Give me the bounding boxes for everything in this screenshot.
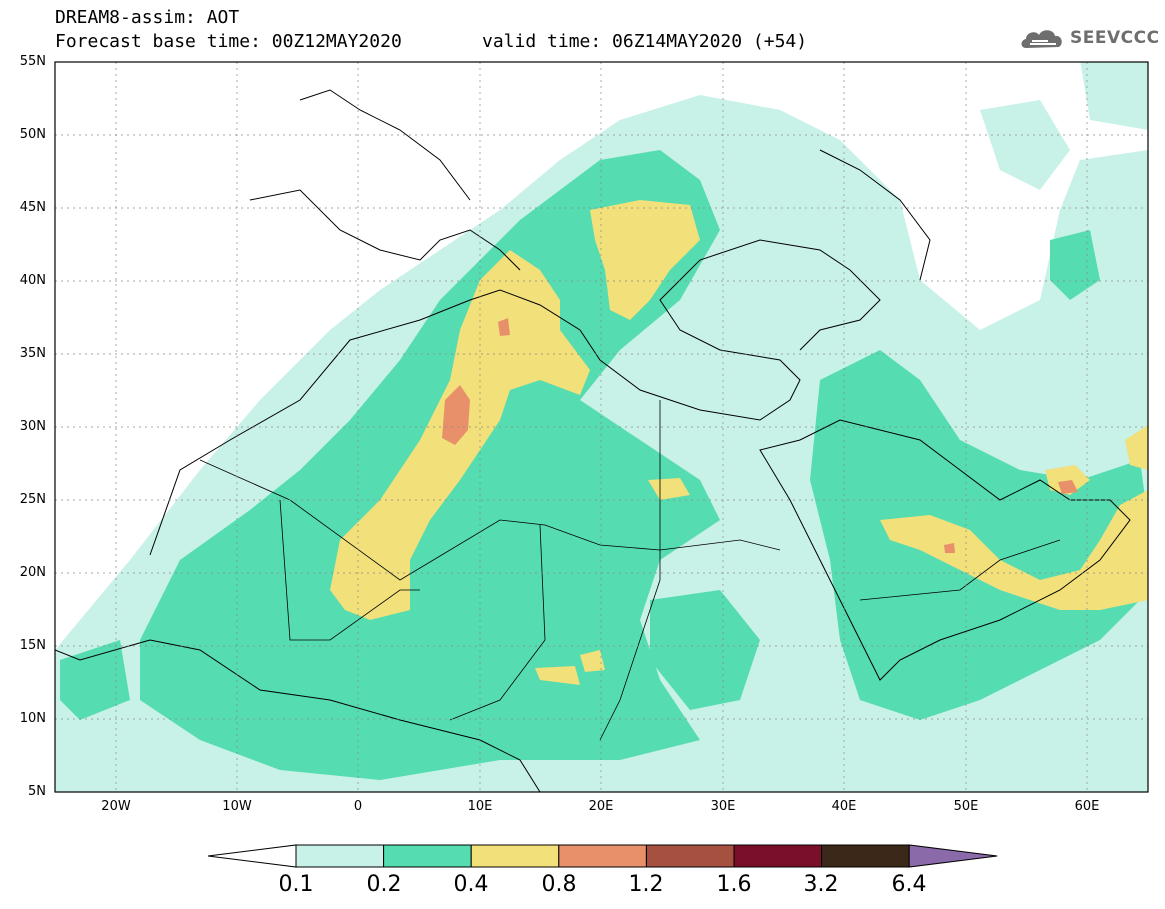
lat-label: 25N — [19, 492, 46, 507]
lat-label: 10N — [19, 711, 46, 726]
colorbar-segment — [470, 844, 560, 868]
lat-label: 20N — [19, 565, 46, 580]
cloud-icon — [1021, 30, 1062, 48]
colorbar-label: 1.2 — [628, 872, 664, 897]
colorbar-label: 6.4 — [891, 872, 927, 897]
colorbar-label: 0.1 — [278, 872, 314, 897]
colorbar-label: 0.8 — [541, 872, 577, 897]
lat-label: 30N — [19, 419, 46, 434]
colorbar-label: 0.4 — [453, 872, 489, 897]
lat-label: 15N — [19, 638, 46, 653]
colorbar-segment — [645, 844, 735, 868]
logo-text: SEEVCCC — [1070, 28, 1160, 48]
lat-label: 50N — [19, 127, 46, 142]
colorbar — [207, 844, 998, 868]
lon-label: 20E — [588, 799, 614, 814]
colorbar-segment — [383, 844, 472, 868]
aot-field — [55, 62, 1148, 792]
colorbar-under-arrow — [207, 844, 297, 868]
lat-label: 45N — [19, 200, 46, 215]
lat-label: 40N — [19, 273, 46, 288]
colorbar-segment — [733, 844, 823, 868]
map-title: DREAM8-assim: AOT — [55, 7, 240, 28]
aot-band-0.8 — [442, 385, 470, 445]
lon-label: 10W — [222, 799, 252, 814]
lat-label: 5N — [28, 784, 46, 799]
seevccc-logo: SEEVCCC — [1018, 24, 1160, 54]
lon-label: 50E — [953, 799, 979, 814]
lon-label: 0 — [353, 799, 363, 814]
lon-label: 30E — [710, 799, 736, 814]
colorbar-label: 1.6 — [716, 872, 752, 897]
colorbar-over-arrow — [908, 844, 998, 868]
lon-label: 20W — [101, 799, 131, 814]
base-time-label: Forecast base time: 00Z12MAY2020 — [55, 31, 402, 52]
colorbar-segment — [558, 844, 647, 868]
valid-time-label: valid time: 06Z14MAY2020 (+54) — [482, 31, 808, 52]
map-frame — [54, 61, 1149, 793]
lon-label: 60E — [1074, 799, 1100, 814]
colorbar-segment — [295, 844, 385, 868]
colorbar-label: 0.2 — [366, 872, 402, 897]
colorbar-segment — [821, 844, 910, 868]
coastline — [149, 239, 881, 556]
lon-label: 10E — [467, 799, 493, 814]
colorbar-label: 3.2 — [803, 872, 839, 897]
lon-label: 40E — [831, 799, 857, 814]
lat-label: 55N — [19, 54, 46, 69]
lat-label: 35N — [19, 346, 46, 361]
grid — [55, 62, 1148, 792]
